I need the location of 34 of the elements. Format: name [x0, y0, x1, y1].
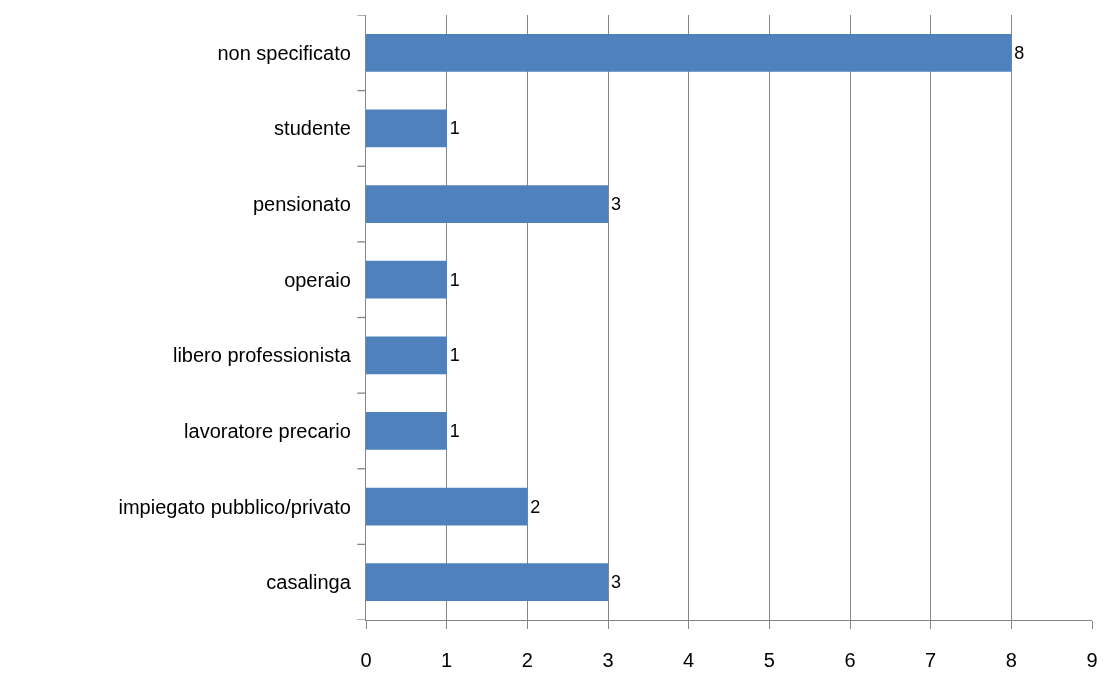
data-label: 1	[449, 345, 460, 366]
bar	[366, 33, 1012, 72]
x-tick-label: 8	[1005, 649, 1017, 672]
data-label: 1	[449, 420, 460, 441]
data-label: 2	[530, 496, 541, 517]
x-tick-label: 2	[521, 649, 533, 672]
y-tick-label: casalinga	[266, 571, 352, 594]
y-tick-label: impiegato pubblico/privato	[118, 495, 351, 518]
y-tick-label: operaio	[284, 268, 351, 291]
y-tick-label: studente	[274, 117, 351, 140]
x-tick-label: 3	[602, 649, 614, 672]
x-tick-label: 1	[441, 649, 453, 672]
bar	[366, 185, 608, 223]
y-tick-label: non specificato	[217, 41, 351, 64]
bar	[366, 260, 447, 299]
data-label: 1	[449, 269, 460, 290]
x-tick-label: 7	[925, 649, 937, 672]
bar	[366, 412, 447, 450]
x-tick-label: 0	[360, 649, 372, 672]
bar	[366, 109, 447, 148]
y-tick-label: pensionato	[252, 193, 351, 216]
bar	[366, 563, 608, 602]
x-tick-label: 5	[763, 649, 775, 672]
y-tick-label: libero professionista	[172, 344, 352, 367]
x-tick-label: 9	[1086, 649, 1098, 672]
data-label: 3	[611, 194, 622, 215]
data-label: 8	[1014, 42, 1025, 63]
data-label: 3	[611, 572, 622, 593]
bar	[366, 487, 528, 526]
y-tick-label: lavoratore precario	[184, 419, 351, 442]
x-tick-label: 4	[683, 649, 695, 672]
x-tick-label: 6	[844, 649, 856, 672]
bar	[366, 336, 447, 375]
data-label: 1	[449, 118, 460, 139]
